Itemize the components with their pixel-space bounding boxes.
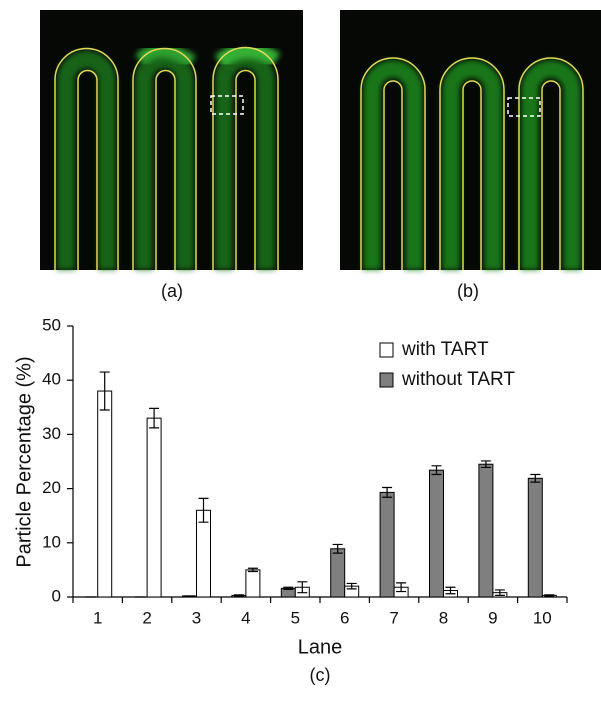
- error-bar: [530, 473, 541, 483]
- error-bar: [494, 589, 505, 596]
- error-bar: [283, 586, 294, 591]
- error-bar: [382, 486, 393, 498]
- x-tick-label: 10: [533, 608, 552, 627]
- chart-caption: (c): [310, 665, 331, 685]
- panel-label: (b): [457, 281, 479, 301]
- legend-swatch: [379, 372, 394, 388]
- legend-label: with TART: [401, 339, 489, 360]
- y-tick-label: 30: [42, 424, 61, 443]
- x-tick-label: 3: [192, 608, 201, 627]
- error-bar: [99, 371, 110, 411]
- y-tick-label: 40: [42, 370, 61, 389]
- legend-label: without TART: [401, 369, 515, 390]
- bar: [330, 548, 346, 598]
- error-bar: [149, 407, 160, 429]
- error-bar: [544, 594, 555, 597]
- y-tick-label: 0: [52, 586, 61, 605]
- bar: [478, 463, 494, 598]
- bar: [429, 469, 444, 598]
- y-tick-label: 50: [42, 315, 61, 334]
- x-axis-label: Lane: [298, 636, 343, 658]
- error-bar: [445, 586, 456, 595]
- image-b: [340, 10, 601, 270]
- x-tick-label: 1: [93, 608, 102, 627]
- bar: [196, 509, 211, 598]
- bar: [379, 491, 395, 598]
- x-tick-label: 9: [488, 608, 497, 627]
- legend-swatch: [379, 342, 394, 358]
- error-bar: [247, 567, 258, 573]
- x-tick-label: 2: [142, 608, 151, 627]
- panel-label: (a): [161, 281, 183, 301]
- error-bar: [346, 582, 357, 590]
- y-axis-label: Particle Percentage (%): [13, 356, 35, 567]
- error-bar: [480, 460, 491, 469]
- x-tick-label: 5: [291, 608, 300, 627]
- x-tick-label: 4: [241, 608, 250, 627]
- error-bar: [396, 582, 407, 593]
- bar: [527, 477, 543, 598]
- error-bar: [297, 581, 308, 594]
- x-tick-label: 6: [340, 608, 349, 627]
- error-bar: [198, 497, 209, 523]
- y-tick-label: 10: [42, 532, 61, 551]
- y-tick-label: 20: [42, 478, 61, 497]
- bar: [97, 390, 113, 598]
- bar: [245, 569, 261, 598]
- bar: [146, 417, 162, 598]
- error-bar: [332, 543, 343, 554]
- x-tick-label: 8: [439, 608, 448, 627]
- bar-chart: Particle Percentage (%) Lane (c) 0 10 20 30…: [13, 315, 568, 685]
- error-bar: [233, 594, 244, 597]
- image-a: [40, 10, 303, 270]
- error-bar: [431, 465, 442, 476]
- x-tick-label: 7: [389, 608, 398, 627]
